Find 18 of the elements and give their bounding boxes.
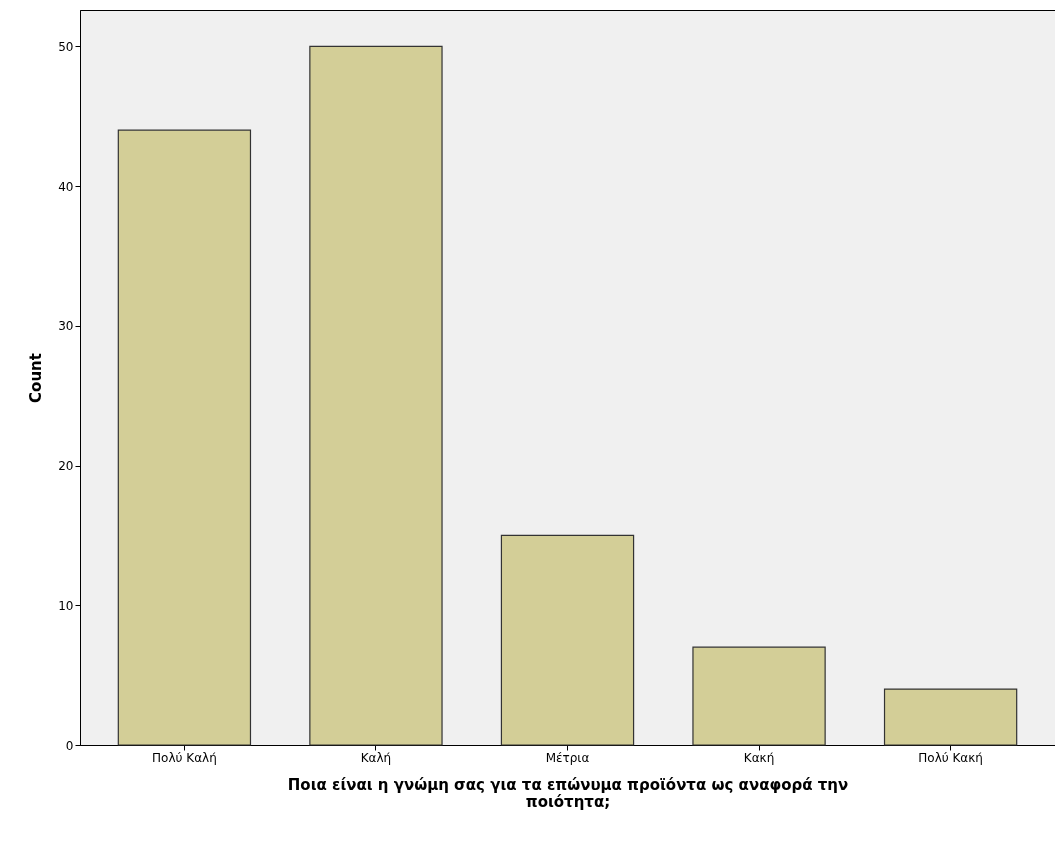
x-tick-label: Καλή [360, 750, 392, 765]
x-tick-label: Πολύ Κακή [918, 750, 983, 765]
y-axis-title: Count [27, 353, 46, 403]
x-tick-label: Πολύ Καλή [152, 750, 217, 765]
y-tick-label: 20 [58, 459, 74, 474]
x-axis-title: Ποια είναι η γνώμη σας για τα επώνυμα προϊόντα ως αναφορά την ποιότητα; [287, 775, 849, 811]
y-tick-label: 30 [58, 319, 74, 334]
x-tick-label: Κακή [743, 750, 775, 765]
bar [500, 534, 635, 746]
y-tick-label: 50 [58, 39, 74, 54]
bar [117, 129, 252, 746]
y-tick-label: 0 [65, 738, 74, 753]
y-tick-label: 10 [58, 598, 74, 613]
y-tick-label: 40 [58, 179, 74, 194]
bar [309, 45, 443, 746]
bar [692, 646, 826, 746]
x-tick-label: Μέτρια [545, 750, 590, 765]
bar [883, 688, 1018, 746]
